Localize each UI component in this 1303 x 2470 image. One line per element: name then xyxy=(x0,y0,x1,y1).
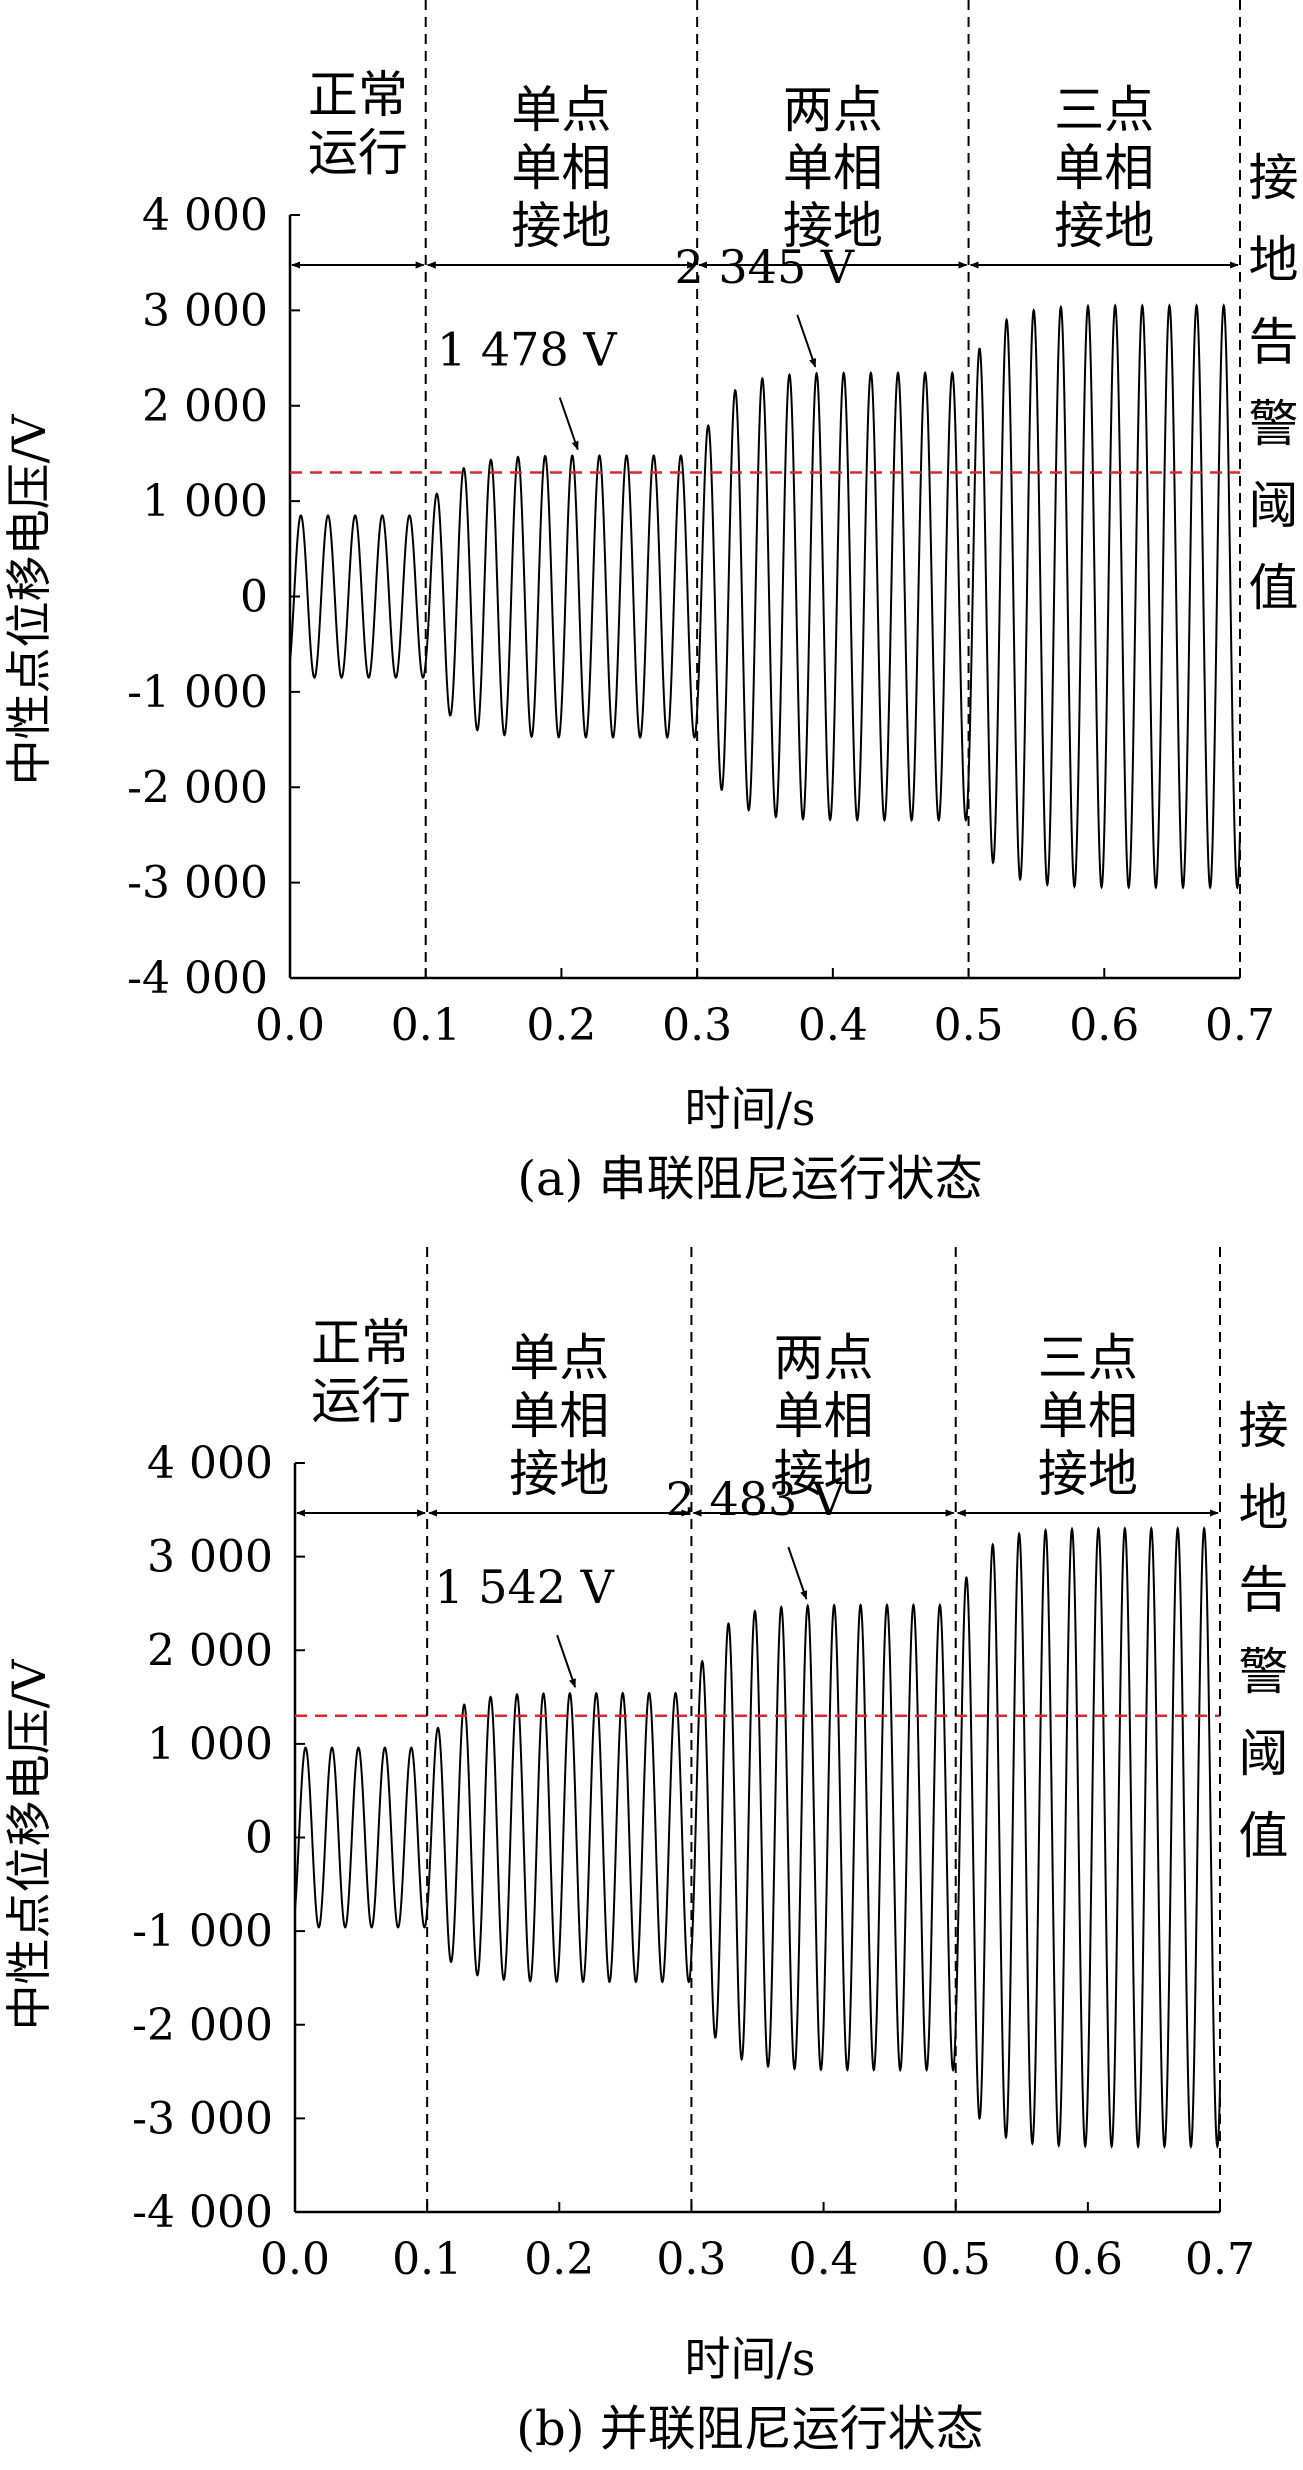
panel-a-ytick-label: -1 000 xyxy=(127,667,268,718)
panel-b-region-label: 接地 xyxy=(1038,1445,1138,1503)
panel-b-ytick-label: -2 000 xyxy=(132,2000,273,2051)
panel-b-xtick-label: 0.1 xyxy=(392,2234,462,2285)
panel-a-peak-annotation: 2 345 V xyxy=(675,240,855,294)
panel-a-threshold-label-char: 告 xyxy=(1249,313,1299,371)
panel-a-threshold-label-char: 警 xyxy=(1249,395,1299,453)
panel-b-ytick-label: 3 000 xyxy=(147,1532,273,1583)
panel-b-voltage-waveform xyxy=(294,1526,1221,2149)
panel-b-ytick-label: 0 xyxy=(245,1813,273,1864)
panel-b-region-label: 单点 xyxy=(509,1329,609,1387)
panel-a-peak-arrow xyxy=(796,314,817,368)
panel-b-region-label: 接地 xyxy=(774,1445,874,1503)
panel-b-xtick-label: 0.4 xyxy=(789,2234,859,2285)
panel-a-region-label: 正常 xyxy=(308,66,408,124)
panel-b: 4 000 3 000 2 000 1 000 0 -1 000 -2 000 -3 000 -… xyxy=(2,1247,1289,2457)
panel-b-region-label: 单相 xyxy=(1038,1387,1138,1445)
panel-b-ylabel: 中性点位移电压/V xyxy=(2,1659,56,2030)
panel-b-caption: (b) 并联阻尼运行状态 xyxy=(516,2401,983,2457)
panel-b-region-label: 接地 xyxy=(509,1445,609,1503)
panel-b-region-label: 正常 xyxy=(311,1314,411,1372)
panel-b-ytick-label: 1 000 xyxy=(147,1719,273,1770)
panel-b-peak-annotation: 2 483 V xyxy=(666,1472,846,1526)
panel-a-ytick-label: 4 000 xyxy=(142,190,268,241)
panel-a-region-label: 两点 xyxy=(783,81,883,139)
panel-b-threshold-label-char: 告 xyxy=(1239,1561,1289,1619)
panel-a-signal xyxy=(289,303,1241,890)
panel-a-region-label: 单相 xyxy=(511,139,611,197)
panel-a-region-label: 单点 xyxy=(511,81,611,139)
panel-a-ytick-label: 2 000 xyxy=(142,381,268,432)
panel-a-threshold-label-char: 地 xyxy=(1249,231,1299,289)
panel-a-ylabel: 中性点位移电压/V xyxy=(2,414,56,785)
panel-b-overlays: 4 000 3 000 2 000 1 000 0 -1 000 -2 000 -3 000 -… xyxy=(132,1247,1289,2285)
panel-b-xtick-label: 0.2 xyxy=(524,2234,594,2285)
panel-a-threshold-label-char: 值 xyxy=(1249,559,1299,617)
panel-a-ytick-label: 1 000 xyxy=(142,476,268,527)
panel-b-region-label: 单相 xyxy=(509,1387,609,1445)
panel-a-xlabel: 时间/s xyxy=(684,1082,815,1136)
panel-a-threshold-label-char: 阈 xyxy=(1249,477,1299,535)
panel-a-voltage-waveform xyxy=(289,303,1241,890)
panel-b-xlabel: 时间/s xyxy=(684,2332,815,2386)
panel-a-xtick-label: 0.0 xyxy=(255,1000,325,1051)
panel-b-xtick-label: 0.0 xyxy=(260,2234,330,2285)
panel-a-xtick-label: 0.3 xyxy=(662,1000,732,1051)
panel-a: 4 000 3 000 2 000 1 000 0 -1 000 -2 000 -3 000 -… xyxy=(2,0,1299,1207)
panel-a-region-label: 接地 xyxy=(511,197,611,255)
panel-b-signal xyxy=(294,1526,1221,2149)
panel-a-ytick-label: -2 000 xyxy=(127,762,268,813)
panel-b-region-label: 三点 xyxy=(1038,1329,1138,1387)
panel-a-region-label: 三点 xyxy=(1054,81,1154,139)
panel-b-ytick-label: -1 000 xyxy=(132,1906,273,1957)
panel-a-threshold-label-char: 接 xyxy=(1249,149,1299,207)
panel-b-threshold-label-char: 阈 xyxy=(1239,1725,1289,1783)
panel-a-region-label: 单相 xyxy=(1054,139,1154,197)
panel-a-xtick-label: 0.2 xyxy=(526,1000,596,1051)
panel-a-ytick-label: 0 xyxy=(240,572,268,623)
panel-a-xtick-label: 0.4 xyxy=(798,1000,868,1051)
panel-a-ytick-label: 3 000 xyxy=(142,285,268,336)
panel-b-peak-arrow xyxy=(787,1546,808,1600)
panel-a-xtick-label: 0.1 xyxy=(391,1000,461,1051)
panel-a-region-label: 接地 xyxy=(783,197,883,255)
panel-a-overlays: 4 000 3 000 2 000 1 000 0 -1 000 -2 000 -3 000 -… xyxy=(127,0,1299,1051)
panel-b-threshold-label-char: 地 xyxy=(1239,1479,1289,1537)
panel-a-region-label: 单相 xyxy=(783,139,883,197)
panel-b-xtick-label: 0.7 xyxy=(1185,2234,1255,2285)
panel-b-peak-arrow xyxy=(556,1634,577,1688)
panel-b-ytick-label: 4 000 xyxy=(147,1438,273,1489)
panel-a-ytick-label: -4 000 xyxy=(127,953,268,1004)
panel-a-xtick-label: 0.6 xyxy=(1069,1000,1139,1051)
panel-a-region-label: 接地 xyxy=(1054,197,1154,255)
panel-a-xtick-label: 0.5 xyxy=(934,1000,1004,1051)
panel-a-ytick-label: -3 000 xyxy=(127,858,268,909)
panel-b-xtick-label: 0.5 xyxy=(921,2234,991,2285)
panel-b-ytick-label: 2 000 xyxy=(147,1625,273,1676)
panel-a-peak-arrow xyxy=(558,397,579,451)
panel-a-peak-annotation: 1 478 V xyxy=(437,323,617,377)
panel-b-threshold-label-char: 接 xyxy=(1239,1397,1289,1455)
panel-a-xtick-label: 0.7 xyxy=(1205,1000,1275,1051)
panel-b-xtick-label: 0.6 xyxy=(1053,2234,1123,2285)
panel-b-ytick-label: -4 000 xyxy=(132,2187,273,2238)
panel-b-threshold-label-char: 警 xyxy=(1239,1643,1289,1701)
panel-b-xtick-label: 0.3 xyxy=(656,2234,726,2285)
panel-b-region-label: 两点 xyxy=(774,1329,874,1387)
panel-b-peak-annotation: 1 542 V xyxy=(434,1560,614,1614)
panel-a-caption: (a) 串联阻尼运行状态 xyxy=(517,1151,982,1207)
panel-a-region-label: 运行 xyxy=(308,124,408,182)
panel-b-region-label: 运行 xyxy=(311,1372,411,1430)
panel-b-region-label: 单相 xyxy=(774,1387,874,1445)
panel-b-ytick-label: -3 000 xyxy=(132,2093,273,2144)
panel-b-threshold-label-char: 值 xyxy=(1239,1807,1289,1865)
